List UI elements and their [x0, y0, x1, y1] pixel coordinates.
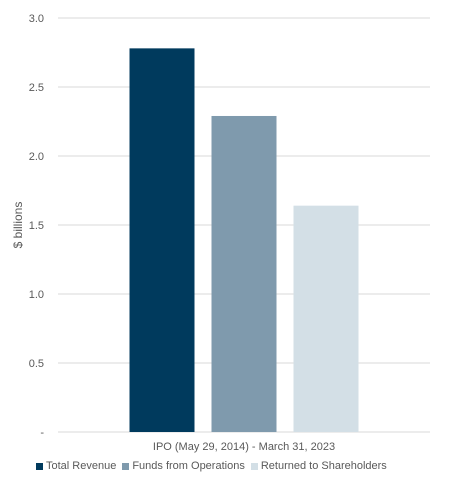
legend-swatch — [36, 462, 43, 470]
x-axis-category-label: IPO (May 29, 2014) - March 31, 2023 — [153, 441, 335, 453]
bars — [129, 48, 359, 433]
legend-swatch — [122, 462, 130, 470]
bar-funds-from-operations — [211, 115, 277, 432]
y-axis-label: $ billions — [11, 202, 25, 249]
y-tick-label: 2.0 — [29, 151, 44, 163]
legend-label: Funds from Operations — [132, 460, 245, 472]
y-tick-label: 0.5 — [29, 358, 44, 370]
y-tick-label: 2.5 — [29, 82, 44, 94]
y-tick-label: 1.0 — [29, 289, 44, 301]
legend-label: Total Revenue — [46, 460, 117, 472]
legend-item-total-revenue: Total Revenue — [36, 460, 116, 472]
bar-total-revenue — [129, 48, 195, 433]
y-axis-ticks: - 0.5 1.0 1.5 2.0 2.5 3.0 — [29, 13, 45, 439]
legend-label: Returned to Shareholders — [260, 460, 387, 472]
legend: Total Revenue Funds from Operations Retu… — [36, 460, 387, 472]
y-tick-label: 1.5 — [29, 220, 44, 232]
legend-item-returned-to-shareholders: Returned to Shareholders — [250, 460, 387, 472]
y-tick-label: - — [40, 427, 44, 439]
bar-returned-to-shareholders — [293, 205, 359, 432]
legend-swatch — [250, 462, 258, 470]
legend-item-funds-from-operations: Funds from Operations — [122, 460, 245, 472]
y-tick-label: 3.0 — [29, 13, 44, 25]
